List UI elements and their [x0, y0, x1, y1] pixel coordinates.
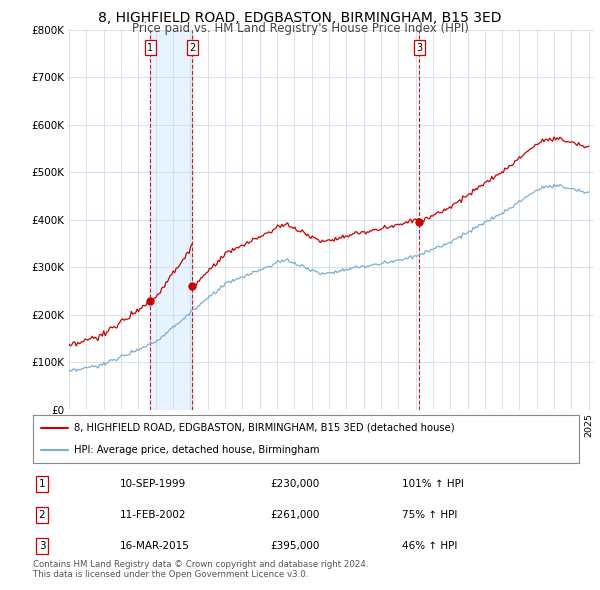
- Text: 8, HIGHFIELD ROAD, EDGBASTON, BIRMINGHAM, B15 3ED: 8, HIGHFIELD ROAD, EDGBASTON, BIRMINGHAM…: [98, 11, 502, 25]
- Text: 75% ↑ HPI: 75% ↑ HPI: [402, 510, 457, 520]
- Text: 11-FEB-2002: 11-FEB-2002: [120, 510, 187, 520]
- Text: 3: 3: [416, 43, 422, 53]
- Text: Contains HM Land Registry data © Crown copyright and database right 2024.
This d: Contains HM Land Registry data © Crown c…: [33, 560, 368, 579]
- Text: 3: 3: [38, 541, 46, 550]
- Text: 2: 2: [38, 510, 46, 520]
- Text: 8, HIGHFIELD ROAD, EDGBASTON, BIRMINGHAM, B15 3ED (detached house): 8, HIGHFIELD ROAD, EDGBASTON, BIRMINGHAM…: [74, 423, 455, 433]
- Text: £395,000: £395,000: [270, 541, 319, 550]
- Text: Price paid vs. HM Land Registry's House Price Index (HPI): Price paid vs. HM Land Registry's House …: [131, 22, 469, 35]
- Text: 1: 1: [38, 480, 46, 489]
- Text: 16-MAR-2015: 16-MAR-2015: [120, 541, 190, 550]
- Text: 10-SEP-1999: 10-SEP-1999: [120, 480, 186, 489]
- Text: £230,000: £230,000: [270, 480, 319, 489]
- Bar: [150, 30, 193, 410]
- Text: 2: 2: [189, 43, 196, 53]
- Text: 101% ↑ HPI: 101% ↑ HPI: [402, 480, 464, 489]
- Text: £261,000: £261,000: [270, 510, 319, 520]
- Text: 46% ↑ HPI: 46% ↑ HPI: [402, 541, 457, 550]
- Text: HPI: Average price, detached house, Birmingham: HPI: Average price, detached house, Birm…: [74, 445, 319, 455]
- Text: 1: 1: [147, 43, 154, 53]
